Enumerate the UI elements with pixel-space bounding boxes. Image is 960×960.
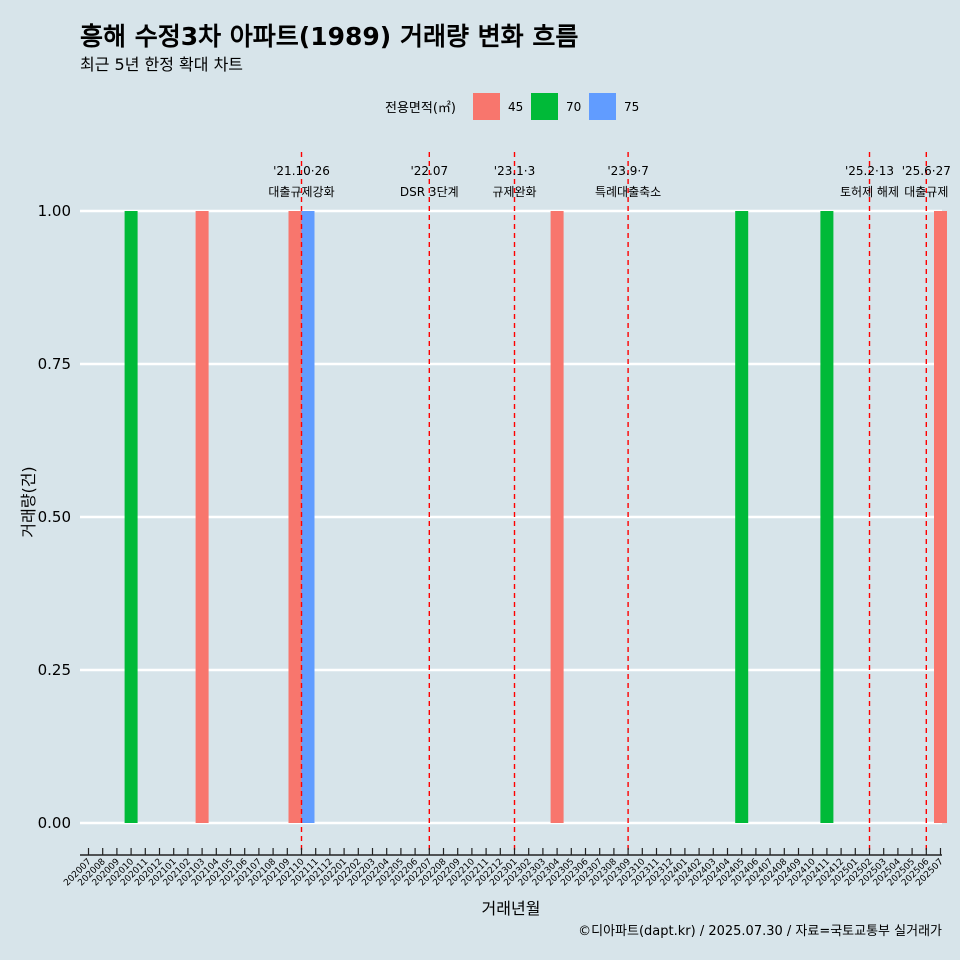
event-date-202502: '25.2·13 (845, 164, 894, 178)
bar-202110-45 (288, 211, 302, 823)
event-label-202502: 토허제 해제 (840, 185, 899, 199)
event-date-202207: '22.07 (410, 164, 448, 178)
legend-label-70: 70 (566, 100, 581, 114)
bar-202103-45 (195, 211, 209, 823)
legend-swatch-45 (473, 93, 500, 120)
bar-202411-70 (820, 211, 834, 823)
caption: ©디아파트(dapt.kr) / 2025.07.30 / 자료=국토교통부 실… (578, 924, 942, 939)
x-axis-title: 거래년월 (482, 899, 541, 918)
y-tick-label: 0.50 (38, 508, 71, 526)
chart-title: 흥해 수정3차 아파트(1989) 거래량 변화 흐름 (80, 22, 578, 51)
legend: 전용면적(㎡) 45 70 75 (385, 93, 639, 120)
event-date-202309: '23.9·7 (607, 164, 648, 178)
bar-202304-45 (550, 211, 564, 823)
y-axis-title: 거래량(건) (19, 466, 38, 537)
event-date-202506: '25.6·27 (902, 164, 951, 178)
event-lines: '21.10·26 대출규제강화 '22.07 DSR 3단계 '23.1·3 규제완화 '… (268, 152, 951, 853)
event-label-202301: 규제완화 (492, 185, 536, 199)
grid-lines (80, 209, 942, 825)
legend-label-75: 75 (624, 100, 639, 114)
x-axis: 2020072020082020092020102020112020122021… (62, 848, 946, 888)
bar-202507-45 (934, 211, 947, 823)
event-label-202506: 대출규제 (904, 185, 948, 199)
event-label-202110: 대출규제강화 (268, 185, 334, 199)
bar-202110-75 (301, 211, 315, 823)
bar-202405-70 (735, 211, 749, 823)
y-tick-label: 1.00 (38, 202, 71, 220)
y-tick-label: 0.75 (38, 355, 71, 373)
event-label-202207: DSR 3단계 (400, 185, 459, 199)
legend-swatch-70 (531, 93, 558, 120)
y-tick-label: 0.25 (38, 661, 71, 679)
y-tick-label: 0.00 (38, 814, 71, 832)
chart-subtitle: 최근 5년 한정 확대 차트 (80, 55, 243, 74)
y-axis: 0.00 0.25 0.50 0.75 1.00 (38, 202, 71, 832)
bar-202010-70 (124, 211, 138, 823)
event-date-202110: '21.10·26 (273, 164, 330, 178)
legend-label-45: 45 (508, 100, 523, 114)
legend-title: 전용면적(㎡) (385, 101, 456, 116)
legend-swatch-75 (589, 93, 616, 120)
event-label-202309: 특례대출축소 (595, 185, 661, 199)
bars (124, 211, 947, 823)
event-date-202301: '23.1·3 (494, 164, 535, 178)
